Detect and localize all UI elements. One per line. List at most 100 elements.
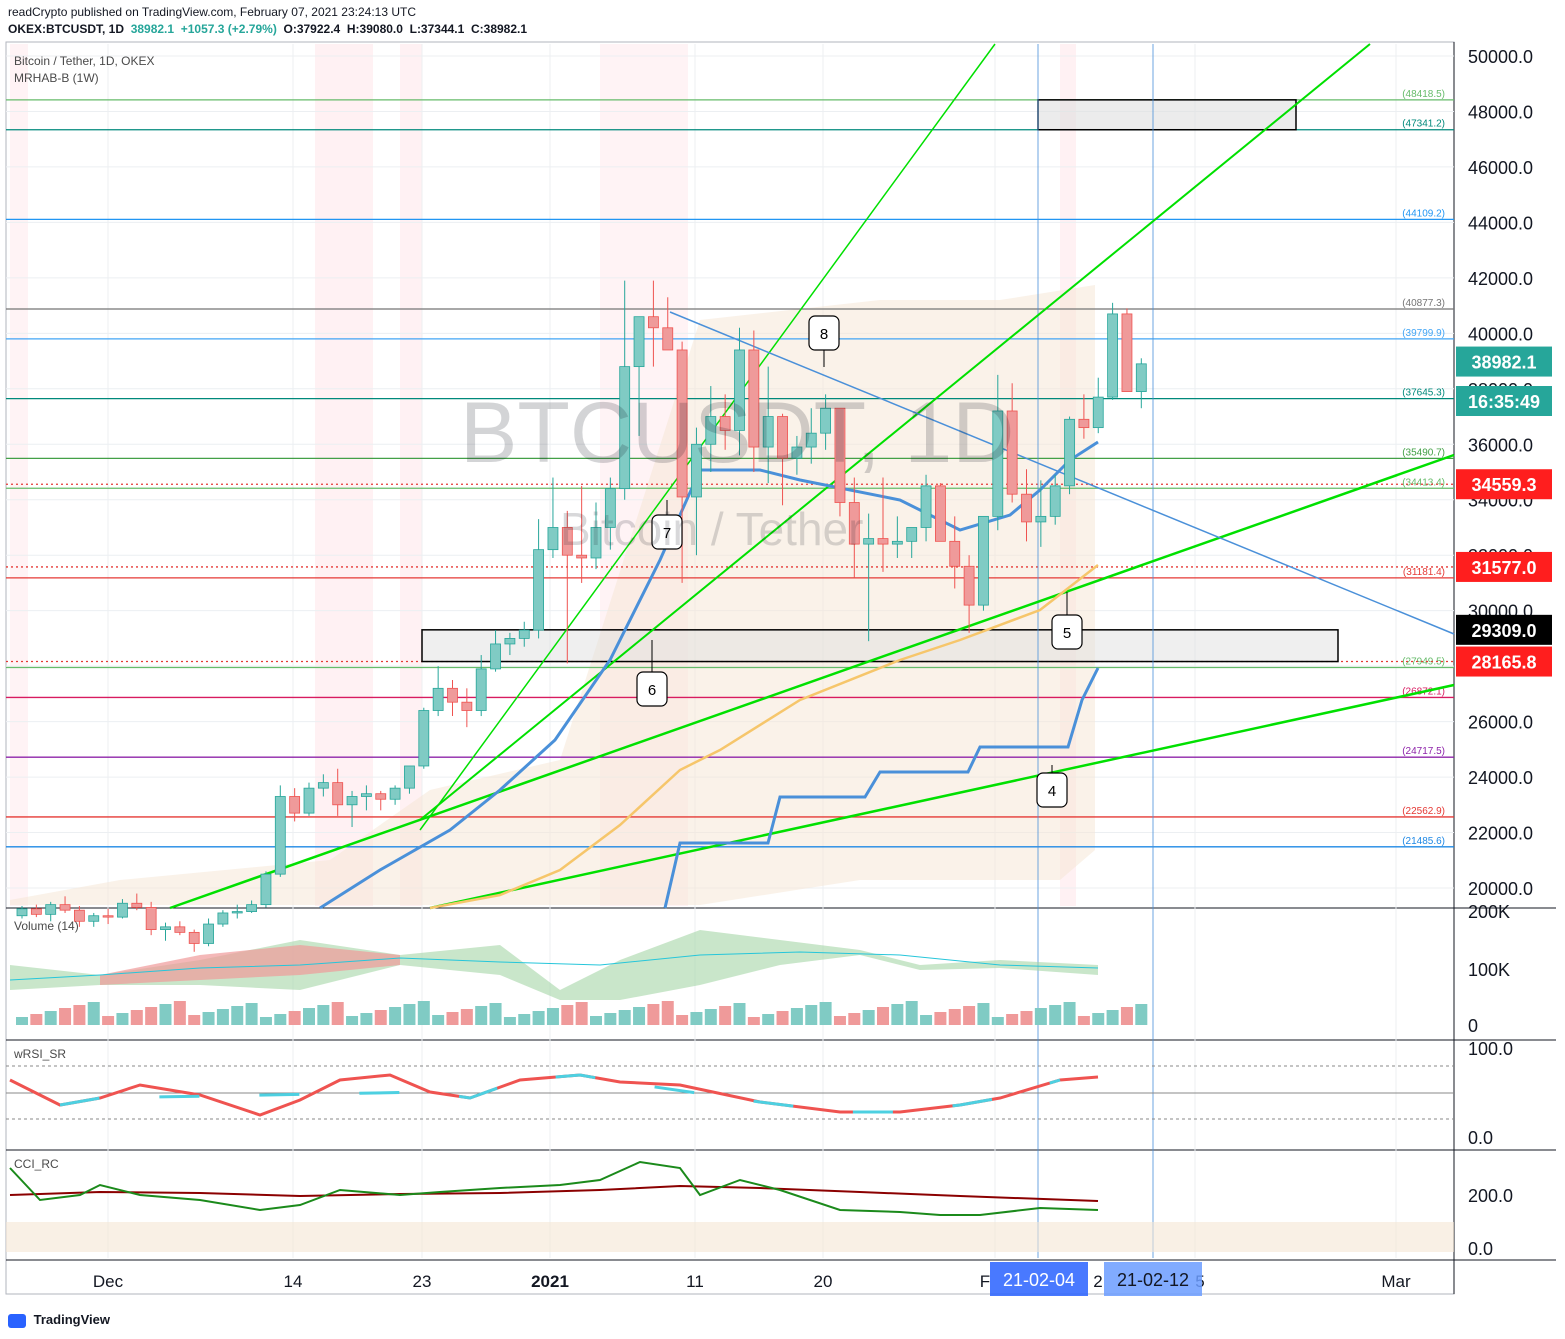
volume-bar-62 xyxy=(905,1001,918,1025)
time-tick-9: Mar xyxy=(1381,1272,1411,1291)
candle-body-49 xyxy=(719,416,731,431)
callout-box-1 xyxy=(1051,614,1083,650)
volume-bar-7 xyxy=(116,1013,129,1025)
footer-brand[interactable]: TradingView xyxy=(8,1312,110,1328)
volume-bar-51 xyxy=(747,1017,760,1025)
volume-bar-11 xyxy=(173,1001,186,1025)
cci-line xyxy=(9,1160,1099,1216)
candle-body-72 xyxy=(1049,485,1061,517)
volume-bar-23 xyxy=(346,1016,359,1025)
candle-body-0 xyxy=(16,908,28,917)
volume-bar-13 xyxy=(202,1012,215,1025)
time-tick-5: 20 xyxy=(814,1272,833,1291)
price-badge-bg-4 xyxy=(1456,614,1552,645)
volume-bar-32 xyxy=(475,1006,488,1025)
candle-body-44 xyxy=(648,316,659,329)
rsi-tick-0: 100.0 xyxy=(1468,1039,1513,1059)
candle-body-22 xyxy=(332,782,344,806)
candle-body-66 xyxy=(963,565,975,606)
volume-bar-68 xyxy=(991,1017,1004,1025)
price-badge-bg-2 xyxy=(1456,469,1552,500)
volume-ma xyxy=(9,951,1099,981)
candle-body-27 xyxy=(404,765,415,789)
volume-bar-60 xyxy=(877,1007,889,1025)
candle-body-23 xyxy=(346,796,358,806)
volume-bar-12 xyxy=(188,1015,201,1025)
volume-bar-77 xyxy=(1120,1007,1133,1025)
candle-body-58 xyxy=(848,502,860,545)
level-label-9: (27949.5) xyxy=(1402,657,1445,668)
volume-bar-16 xyxy=(245,1003,258,1025)
time-highlight-label-1: 21-02-12 xyxy=(1117,1270,1189,1290)
price-badge-label-5: 28165.8 xyxy=(1471,653,1536,673)
cci-tick-1: 0.0 xyxy=(1468,1239,1493,1259)
candle-body-13 xyxy=(203,923,214,944)
volume-bar-74 xyxy=(1077,1016,1090,1025)
rsi-title: wRSI_SR xyxy=(13,1047,66,1061)
price-badge-label-4: 29309.0 xyxy=(1471,621,1536,641)
volume-bar-9 xyxy=(145,1007,158,1025)
volume-bar-8 xyxy=(130,1010,143,1025)
price-change: +1057.3 (+2.79%) xyxy=(180,22,277,36)
level-label-7: (34413.4) xyxy=(1402,477,1445,488)
candle-body-41 xyxy=(604,488,616,528)
volume-bar-42 xyxy=(618,1010,631,1025)
volume-bar-20 xyxy=(303,1008,315,1025)
rsi-tick-1: 0.0 xyxy=(1468,1128,1493,1148)
candle-body-1 xyxy=(30,908,42,915)
close-value: C:38982.1 xyxy=(470,22,528,36)
publisher-text: readCrypto published on TradingView.com,… xyxy=(8,5,417,19)
volume-bar-31 xyxy=(460,1009,473,1025)
time-tick-0: Dec xyxy=(93,1272,124,1291)
high-value: H:39080.0 xyxy=(346,22,403,36)
price-badge-bg-5 xyxy=(1456,646,1552,677)
price-badge-label-3: 31577.0 xyxy=(1471,558,1536,578)
volume-bar-59 xyxy=(862,1010,875,1025)
volume-bar-53 xyxy=(776,1011,789,1025)
time-highlight-label-0: 21-02-04 xyxy=(1003,1270,1075,1290)
volume-tick-2: 0 xyxy=(1468,1016,1478,1036)
candle-body-46 xyxy=(676,349,688,498)
trendlines xyxy=(169,43,1455,910)
volume-bar-36 xyxy=(532,1011,545,1025)
trendline-0 xyxy=(169,453,1455,910)
volume-bar-61 xyxy=(891,1004,904,1025)
callout-label-0: 4 xyxy=(1048,783,1056,800)
volume-bar-41 xyxy=(604,1013,617,1025)
candle-body-43 xyxy=(633,316,645,368)
candle-body-11 xyxy=(174,926,186,933)
legend-indicator: MRHAB-B (1W) xyxy=(14,71,99,85)
level-label-6: (35490.7) xyxy=(1402,447,1445,458)
volume-bar-73 xyxy=(1063,1002,1076,1025)
volume-pane: 200K 100K 0 xyxy=(9,902,1510,1036)
price-cloud xyxy=(10,285,1095,905)
trendline-2 xyxy=(419,43,1371,821)
candle-body-35 xyxy=(518,629,530,639)
candle-body-56 xyxy=(820,407,831,434)
time-highlight-bg-1 xyxy=(1104,1262,1202,1296)
volume-bar-18 xyxy=(274,1014,287,1025)
candle-body-54 xyxy=(791,446,803,459)
level-label-11: (24717.5) xyxy=(1402,746,1445,757)
volume-bar-17 xyxy=(259,1017,272,1025)
level-label-0: (48418.5) xyxy=(1402,89,1445,100)
volume-bar-34 xyxy=(503,1017,516,1025)
candle-body-65 xyxy=(949,540,961,567)
volume-title: Volume (14) xyxy=(14,919,79,933)
candle-body-74 xyxy=(1078,418,1090,429)
volume-bar-54 xyxy=(790,1008,803,1025)
candle-body-50 xyxy=(734,349,745,431)
cci-title: CCI_RC xyxy=(14,1157,59,1171)
level-label-5: (37645.3) xyxy=(1402,388,1445,399)
candle-body-42 xyxy=(619,366,631,490)
price-badge-label-0: 38982.1 xyxy=(1471,353,1536,373)
candle-body-55 xyxy=(805,432,817,448)
candle-body-8 xyxy=(131,902,143,908)
candle-body-33 xyxy=(490,643,501,670)
target-zone-box xyxy=(1037,99,1297,131)
time-tick-2: 23 xyxy=(413,1272,432,1291)
level-label-13: (21485.6) xyxy=(1402,836,1445,847)
candle-body-6 xyxy=(102,915,114,918)
price-badge-label-1: 16:35:49 xyxy=(1468,392,1540,412)
